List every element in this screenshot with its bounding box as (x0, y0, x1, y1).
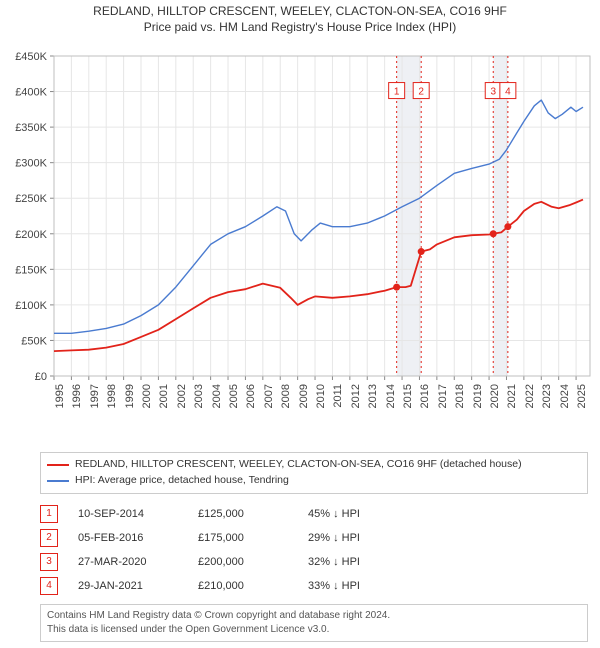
license-box: Contains HM Land Registry data © Crown c… (40, 604, 588, 642)
svg-text:£0: £0 (35, 371, 47, 383)
x-tick-label: 2013 (367, 384, 379, 424)
event-id-box: 3 (40, 553, 58, 571)
x-tick-label: 2014 (385, 384, 397, 424)
x-tick-label: 2008 (280, 384, 292, 424)
x-tick-label: 2023 (541, 384, 553, 424)
x-tick-label: 2019 (472, 384, 484, 424)
svg-text:3: 3 (490, 87, 496, 98)
event-delta: 45% ↓ HPI (308, 508, 398, 520)
event-delta: 32% ↓ HPI (308, 556, 398, 568)
x-tick-label: 2007 (263, 384, 275, 424)
x-tick-label: 2002 (176, 384, 188, 424)
x-tick-label: 2010 (315, 384, 327, 424)
event-row: 1 10-SEP-2014 £125,000 45% ↓ HPI (40, 502, 588, 526)
event-date: 10-SEP-2014 (78, 508, 178, 520)
x-tick-label: 2025 (576, 384, 588, 424)
x-tick-label: 1999 (124, 384, 136, 424)
x-tick-label: 1996 (71, 384, 83, 424)
svg-text:£250K: £250K (15, 193, 47, 205)
x-tick-label: 1998 (106, 384, 118, 424)
legend-swatch-hpi (47, 480, 69, 482)
x-tick-label: 2012 (350, 384, 362, 424)
x-tick-label: 2016 (419, 384, 431, 424)
event-id-box: 1 (40, 505, 58, 523)
x-tick-label: 2006 (245, 384, 257, 424)
x-tick-label: 2020 (489, 384, 501, 424)
event-delta: 29% ↓ HPI (308, 532, 398, 544)
chart-title-line1: REDLAND, HILLTOP CRESCENT, WEELEY, CLACT… (0, 4, 600, 18)
event-id-box: 2 (40, 529, 58, 547)
x-tick-label: 2021 (506, 384, 518, 424)
event-date: 29-JAN-2021 (78, 580, 178, 592)
legend-box: REDLAND, HILLTOP CRESCENT, WEELEY, CLACT… (40, 452, 588, 494)
page-root: REDLAND, HILLTOP CRESCENT, WEELEY, CLACT… (0, 4, 600, 642)
x-tick-label: 1997 (89, 384, 101, 424)
x-tick-label: 2000 (141, 384, 153, 424)
x-tick-label: 2011 (332, 384, 344, 424)
svg-text:£150K: £150K (15, 264, 47, 276)
svg-text:£300K: £300K (15, 158, 47, 170)
x-tick-label: 1995 (54, 384, 66, 424)
x-tick-label: 2004 (211, 384, 223, 424)
events-table: 1 10-SEP-2014 £125,000 45% ↓ HPI 2 05-FEB-201… (40, 502, 588, 598)
license-line1: Contains HM Land Registry data © Crown c… (47, 609, 581, 623)
x-tick-label: 2015 (402, 384, 414, 424)
event-price: £200,000 (198, 556, 288, 568)
svg-text:£350K: £350K (15, 122, 47, 134)
legend-item-subject: REDLAND, HILLTOP CRESCENT, WEELEY, CLACT… (47, 457, 581, 473)
x-tick-label: 2024 (559, 384, 571, 424)
event-row: 2 05-FEB-2016 £175,000 29% ↓ HPI (40, 526, 588, 550)
svg-text:£400K: £400K (15, 87, 47, 99)
legend-label-subject: REDLAND, HILLTOP CRESCENT, WEELEY, CLACT… (75, 457, 522, 473)
event-price: £125,000 (198, 508, 288, 520)
event-id-box: 4 (40, 577, 58, 595)
svg-text:2: 2 (418, 87, 424, 98)
legend-item-hpi: HPI: Average price, detached house, Tend… (47, 473, 581, 489)
x-tick-label: 2018 (454, 384, 466, 424)
x-tick-label: 2005 (228, 384, 240, 424)
event-date: 27-MAR-2020 (78, 556, 178, 568)
x-tick-label: 2001 (158, 384, 170, 424)
svg-text:£50K: £50K (21, 335, 47, 347)
event-delta: 33% ↓ HPI (308, 580, 398, 592)
chart-title-line2: Price paid vs. HM Land Registry's House … (0, 20, 600, 34)
event-price: £210,000 (198, 580, 288, 592)
event-row: 3 27-MAR-2020 £200,000 32% ↓ HPI (40, 550, 588, 574)
license-line2: This data is licensed under the Open Gov… (47, 623, 581, 637)
x-tick-label: 2022 (524, 384, 536, 424)
svg-text:4: 4 (505, 87, 511, 98)
x-tick-label: 2009 (298, 384, 310, 424)
x-tick-label: 2003 (193, 384, 205, 424)
legend-label-hpi: HPI: Average price, detached house, Tend… (75, 473, 289, 489)
svg-text:£200K: £200K (15, 229, 47, 241)
svg-text:1: 1 (394, 87, 400, 98)
event-price: £175,000 (198, 532, 288, 544)
svg-text:£450K: £450K (15, 51, 47, 63)
chart-area: £0 £50K £100K £150K £200K £250K £300K £350K £400… (0, 36, 600, 446)
svg-text:£100K: £100K (15, 300, 47, 312)
event-date: 05-FEB-2016 (78, 532, 178, 544)
x-tick-label: 2017 (437, 384, 449, 424)
event-row: 4 29-JAN-2021 £210,000 33% ↓ HPI (40, 574, 588, 598)
legend-swatch-subject (47, 464, 69, 466)
